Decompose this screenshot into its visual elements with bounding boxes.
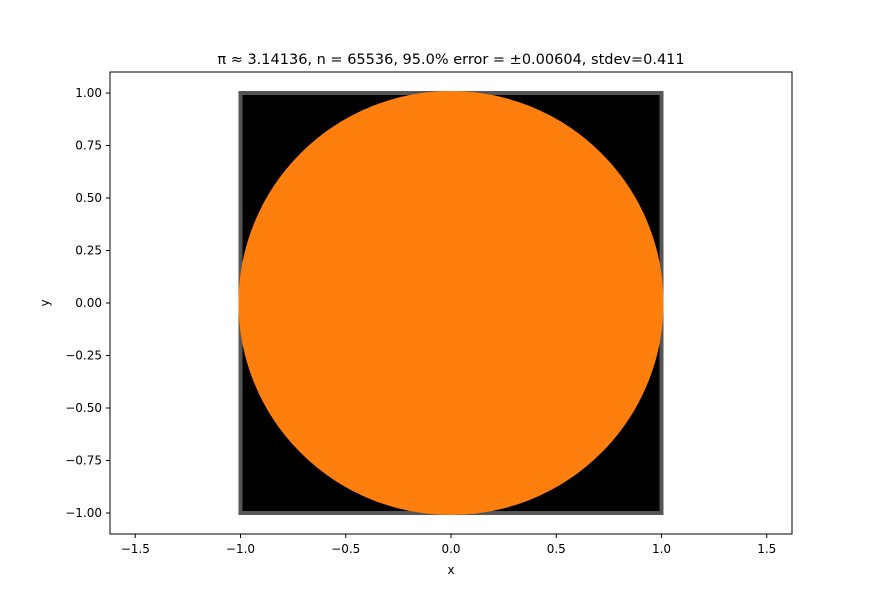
y-axis: −1.00 −0.75 −0.50 −0.25 0.00 0.25 0.50 0.75 1.00	[65, 86, 110, 520]
x-axis: −1.5 −1.0 −0.5 0.0 0.5 1.0 1.5	[121, 534, 776, 556]
x-tick-label: −1.0	[226, 542, 255, 556]
x-tick-label: −1.5	[121, 542, 150, 556]
inside-points-region	[238, 91, 664, 515]
y-tick-label: −0.50	[65, 401, 102, 415]
y-tick-label: 0.50	[75, 191, 102, 205]
x-axis-label: x	[447, 563, 454, 577]
x-tick-label: 0.5	[547, 542, 566, 556]
y-tick-label: 1.00	[75, 86, 102, 100]
chart-title: π ≈ 3.14136, n = 65536, 95.0% error = ±0…	[217, 52, 684, 68]
x-tick-label: −0.5	[331, 542, 360, 556]
inside-points-series	[238, 91, 664, 515]
x-tick-label: 1.0	[652, 542, 671, 556]
y-axis-label: y	[38, 299, 52, 306]
y-tick-label: −0.75	[65, 454, 102, 468]
y-tick-label: −1.00	[65, 506, 102, 520]
plot-area	[238, 91, 664, 515]
x-tick-label: 1.5	[757, 542, 776, 556]
y-tick-label: −0.25	[65, 349, 102, 363]
y-tick-label: 0.75	[75, 139, 102, 153]
x-tick-label: 0.0	[441, 542, 460, 556]
y-tick-label: 0.00	[75, 296, 102, 310]
y-tick-label: 0.25	[75, 244, 102, 258]
